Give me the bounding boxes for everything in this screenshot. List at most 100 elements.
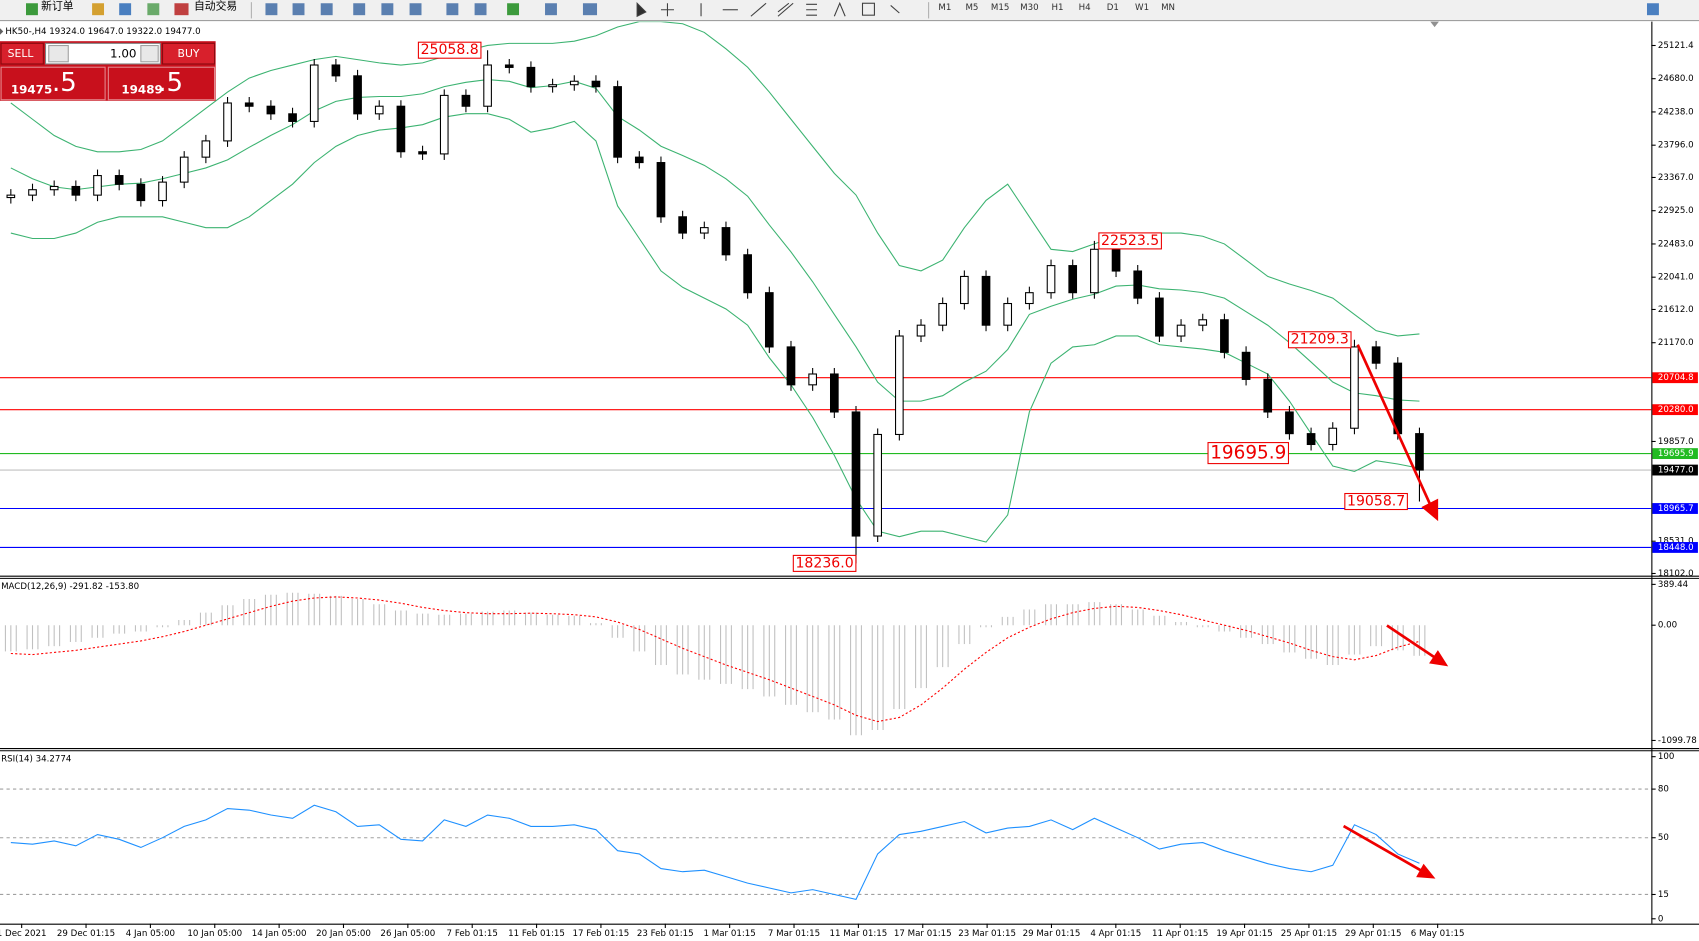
y-tick-label: -1099.78 [1658, 736, 1697, 746]
timeframe-button[interactable]: W1 [1135, 3, 1149, 13]
x-tick-label: 19 Apr 01:15 [1216, 929, 1272, 939]
price-annotation: 18236.0 [795, 555, 853, 571]
label-tool[interactable] [861, 2, 875, 16]
timeframe-button[interactable]: H1 [1052, 3, 1064, 13]
sell-button[interactable] [0, 42, 44, 65]
arrows-tool[interactable] [890, 5, 900, 14]
tool-icon[interactable] [320, 3, 333, 16]
lots-up[interactable] [140, 44, 159, 63]
candle-body [71, 185, 81, 196]
trendline[interactable] [750, 2, 767, 17]
timeframe-button[interactable]: M30 [1020, 3, 1038, 13]
x-tick-label: 17 Mar 01:15 [894, 929, 952, 939]
tool-icon[interactable] [119, 3, 132, 16]
tool-icon[interactable] [265, 3, 278, 16]
candle-body [374, 105, 384, 115]
y-tick-label: 0 [1658, 914, 1664, 924]
ask-fraction[interactable]: .5 [158, 68, 183, 98]
ask-main[interactable]: 19489 [121, 82, 162, 96]
x-tick-label: 29 Mar 01:15 [1023, 929, 1081, 939]
candle-body [136, 183, 146, 202]
y-tick-label: 23796.0 [1658, 141, 1694, 151]
price-level-label: 18965.7 [1658, 504, 1694, 514]
timeframe-button[interactable]: M5 [965, 3, 978, 13]
timeframe-button[interactable]: M1 [938, 3, 951, 13]
tile[interactable] [409, 3, 422, 16]
candle-body [93, 175, 102, 196]
candle-body [1350, 346, 1359, 429]
y-tick-label: 24238.0 [1658, 107, 1694, 117]
y-tick-label: 0.00 [1658, 621, 1677, 631]
tool-icon[interactable] [147, 3, 160, 16]
candle-body [201, 140, 211, 158]
candle-body [1090, 248, 1099, 294]
price-annotation: 21209.3 [1291, 332, 1349, 348]
candle-body [526, 66, 536, 88]
fibonacci[interactable] [806, 3, 817, 16]
x-tick-label: 11 Mar 01:15 [829, 929, 887, 939]
timeframe-button[interactable]: D1 [1107, 3, 1119, 13]
templates[interactable] [582, 3, 598, 16]
buy-price-box[interactable] [107, 66, 216, 101]
periods[interactable] [545, 3, 557, 16]
lots-input[interactable] [44, 42, 161, 65]
timeframe-button[interactable]: H4 [1079, 3, 1092, 13]
chart-header: HK50-,H4 19324.0 19647.0 19322.0 19477.0 [5, 27, 200, 37]
candle-body [1371, 346, 1381, 364]
channel[interactable] [777, 2, 794, 17]
macd-header: MACD(12,26,9) -291.82 -153.80 [1, 582, 139, 592]
toolbar [0, 0, 1699, 21]
zoom-out[interactable] [381, 3, 394, 16]
candle-body [1415, 433, 1424, 471]
candle-body [678, 216, 687, 234]
bid-main[interactable]: 19475 [11, 82, 52, 96]
tool-icon[interactable] [92, 3, 105, 16]
bollinger-upper [10, 21, 1420, 337]
text-tool[interactable] [833, 1, 846, 17]
tool-icon[interactable] [474, 3, 487, 16]
timeframe-button[interactable]: MN [1161, 3, 1175, 13]
auto-trading-button[interactable]: 自动交易 [194, 0, 237, 13]
lots-value[interactable]: 1.00 [110, 47, 137, 61]
candle-body [1393, 362, 1403, 435]
buy-button[interactable] [161, 42, 216, 65]
y-tick-label: 22483.0 [1658, 239, 1694, 249]
candle-body [699, 227, 709, 234]
y-tick-label: 80 [1658, 785, 1669, 795]
x-tick-label: 4 Apr 01:15 [1090, 929, 1141, 939]
candle-body [1220, 319, 1229, 353]
new-order-button[interactable]: 新订单 [41, 0, 74, 13]
crosshair[interactable] [660, 3, 674, 17]
price-level-label: 19477.0 [1658, 466, 1694, 476]
candle-body [829, 373, 839, 413]
annotation-box [1098, 232, 1162, 250]
candle-body [548, 84, 557, 88]
auto-trading-icon[interactable] [174, 3, 189, 16]
buy-label[interactable]: BUY [178, 47, 200, 60]
tool-icon[interactable] [292, 3, 305, 16]
candle-body [613, 86, 622, 158]
search-icon[interactable] [1646, 3, 1659, 16]
main-plot [0, 21, 1652, 564]
candle-body [244, 102, 254, 107]
sell-price-box[interactable] [0, 66, 106, 101]
annotation-box [1344, 492, 1408, 511]
timeframe-button[interactable]: M15 [991, 3, 1009, 13]
drawn-arrows [1342, 344, 1449, 879]
price-level-label: 19695.9 [1658, 449, 1694, 459]
price-annotation: 19058.7 [1347, 494, 1405, 510]
candle-body [331, 64, 341, 77]
sell-label[interactable]: SELL [8, 47, 34, 60]
candle-body [1025, 292, 1034, 305]
tool-icon[interactable] [446, 3, 459, 16]
zoom-in[interactable] [353, 3, 366, 16]
lots-down[interactable] [48, 44, 69, 63]
new-order-icon[interactable] [26, 3, 38, 16]
candle-body [288, 113, 297, 122]
cursor[interactable] [636, 1, 647, 18]
bid-fraction[interactable]: .5 [52, 68, 77, 98]
candle-body [353, 75, 362, 115]
candle-body [1241, 351, 1251, 380]
indicators[interactable] [507, 3, 520, 16]
